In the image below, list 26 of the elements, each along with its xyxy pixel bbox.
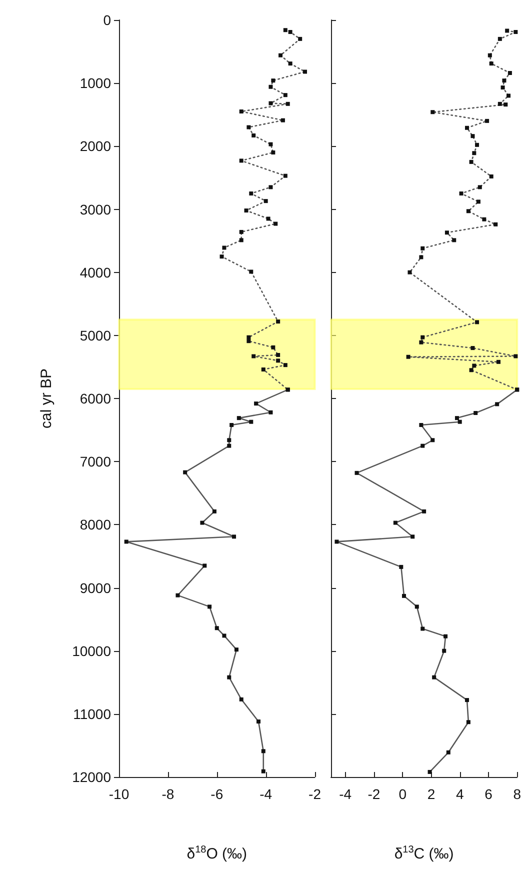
x-tick-label: 8 [513,786,522,802]
y-tick-label: 11000 [73,706,112,722]
x-tick-label: -10 [108,786,130,802]
x-tick-label: -6 [210,786,224,802]
y-tick-label: 2000 [80,138,112,154]
y-tick-label: 6000 [80,390,112,406]
x-tick-label: 2 [427,786,436,802]
y-tick-label: 1000 [80,75,112,92]
y-axis-title: cal yr BP [38,368,55,429]
y-tick-label: 5000 [80,327,112,344]
y-tick-label: 0 [103,12,112,28]
y-tick-label: 8000 [80,516,112,533]
y-tick-label: 7000 [80,454,112,470]
x-tick-label: -2 [368,786,380,802]
y-tick-label: 10000 [72,642,112,659]
x-tick-label: -4 [260,786,272,802]
y-tick-label: 12000 [72,769,112,785]
x-tick-label: -8 [162,786,174,802]
x-tick-label: 6 [484,786,493,802]
x-tick-label: -4 [339,786,352,802]
y-tick-label: 9000 [80,580,112,596]
x-tick-label: 0 [398,786,407,802]
y-tick-label: 4000 [80,264,112,280]
x-tick-label: -2 [308,786,322,802]
x-tick-label: 4 [456,786,464,802]
y-tick-label: 3000 [80,201,112,218]
